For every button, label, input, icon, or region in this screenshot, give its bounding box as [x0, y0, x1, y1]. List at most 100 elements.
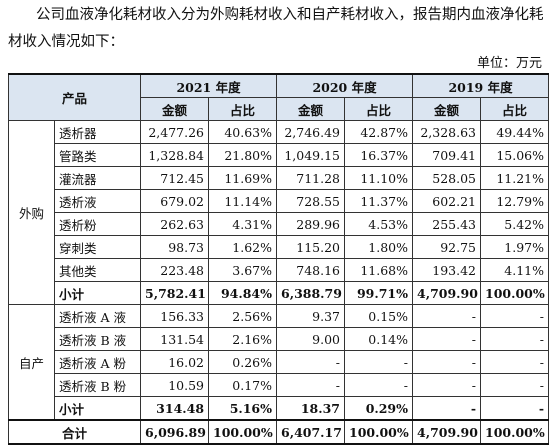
ratio-cell: 11.14% — [208, 189, 278, 213]
ratio-cell: 21.80% — [208, 143, 278, 167]
amount-header: 金额 — [140, 97, 210, 121]
table-row: 透析粉 262.63 4.31% 289.96 4.53% 255.43 5.42% — [9, 212, 550, 236]
amount-cell: 10.59 — [140, 373, 210, 397]
amount-cell: 289.96 — [276, 212, 346, 236]
ratio-cell: 1.80% — [344, 235, 414, 259]
ratio-cell: 2.56% — [208, 304, 278, 328]
subtotal-ratio: 100.00% — [480, 281, 550, 305]
ratio-cell: 11.10% — [344, 166, 414, 190]
ratio-cell: 1.97% — [480, 235, 550, 259]
ratio-cell: 11.69% — [208, 166, 278, 190]
total-amount: 6,407.17 — [276, 419, 346, 445]
product-item: 透析液 A 粉 — [53, 350, 142, 374]
ratio-cell: - — [480, 304, 550, 328]
amount-cell: 16.02 — [140, 350, 210, 374]
amount-cell: 92.75 — [412, 235, 482, 259]
amount-cell: 679.02 — [140, 189, 210, 213]
ratio-cell: 0.14% — [344, 327, 414, 351]
subtotal-ratio: 0.29% — [344, 396, 414, 421]
subtotal-ratio: 99.71% — [344, 281, 414, 305]
amount-cell: - — [412, 373, 482, 397]
subtotal-label: 小计 — [53, 396, 142, 421]
product-item: 透析液 — [53, 189, 142, 213]
amount-cell: 2,477.26 — [140, 120, 210, 144]
amount-cell: - — [412, 304, 482, 328]
ratio-cell: - — [344, 350, 414, 374]
amount-cell: 711.28 — [276, 166, 346, 190]
subtotal-amount: - — [412, 396, 482, 421]
table-row: 透析液 B 粉 10.59 0.17% - - - - — [9, 373, 550, 397]
ratio-cell: 0.17% — [208, 373, 278, 397]
ratio-cell: 12.79% — [480, 189, 550, 213]
amount-cell: 709.41 — [412, 143, 482, 167]
ratio-cell: 4.11% — [480, 258, 550, 282]
amount-cell: 712.45 — [140, 166, 210, 190]
unit-label: 单位：万元 — [476, 56, 542, 71]
amount-cell: 131.54 — [140, 327, 210, 351]
product-item: 穿刺类 — [53, 235, 142, 259]
table-row: 穿刺类 98.73 1.62% 115.20 1.80% 92.75 1.97% — [9, 235, 550, 259]
ratio-cell: 40.63% — [208, 120, 278, 144]
product-item: 灌流器 — [53, 166, 142, 190]
amount-cell: 2,746.49 — [276, 120, 346, 144]
ratio-header: 占比 — [480, 97, 550, 121]
ratio-cell: 42.87% — [344, 120, 414, 144]
amount-cell: 193.42 — [412, 258, 482, 282]
ratio-cell: - — [344, 373, 414, 397]
amount-cell: - — [276, 350, 346, 374]
product-header: 产品 — [7, 73, 142, 121]
amount-cell: 1,328.84 — [140, 143, 210, 167]
ratio-cell: 16.37% — [344, 143, 414, 167]
subtotal-amount: 18.37 — [276, 396, 346, 421]
amount-cell: 115.20 — [276, 235, 346, 259]
amount-cell: 1,049.15 — [276, 143, 346, 167]
total-ratio: 100.00% — [344, 419, 414, 445]
subtotal-amount: 4,709.90 — [412, 281, 482, 305]
ratio-cell: 2.16% — [208, 327, 278, 351]
amount-cell: 262.63 — [140, 212, 210, 236]
ratio-header: 占比 — [344, 97, 414, 121]
subtotal-row: 小计 5,782.41 94.84% 6,388.79 99.71% 4,709.90 10… — [9, 281, 550, 305]
amount-cell: 9.37 — [276, 304, 346, 328]
amount-cell: - — [412, 327, 482, 351]
amount-header: 金额 — [276, 97, 346, 121]
product-item: 其他类 — [53, 258, 142, 282]
product-item: 透析液 B 粉 — [53, 373, 142, 397]
ratio-cell: 4.53% — [344, 212, 414, 236]
table-row: 其他类 223.48 3.67% 748.16 11.68% 193.42 4.11% — [9, 258, 550, 282]
group-label: 自产 — [8, 304, 55, 421]
amount-cell: 255.43 — [412, 212, 482, 236]
amount-cell: 2,328.63 — [412, 120, 482, 144]
ratio-cell: 15.06% — [480, 143, 550, 167]
ratio-cell: 4.31% — [208, 212, 278, 236]
subtotal-row: 小计 314.48 5.16% 18.37 0.29% - - — [9, 396, 550, 421]
amount-cell: 528.05 — [412, 166, 482, 190]
product-item: 透析液 A 液 — [53, 304, 142, 328]
ratio-cell: 1.62% — [208, 235, 278, 259]
ratio-cell: - — [480, 373, 550, 397]
amount-cell: 602.21 — [412, 189, 482, 213]
ratio-cell: 11.21% — [480, 166, 550, 190]
ratio-header: 占比 — [208, 97, 278, 121]
product-item: 管路类 — [53, 143, 142, 167]
amount-cell: 748.16 — [276, 258, 346, 282]
subtotal-amount: 314.48 — [140, 396, 210, 421]
ratio-cell: 3.67% — [208, 258, 278, 282]
table-row: 管路类 1,328.84 21.80% 1,049.15 16.37% 709.41 15.… — [9, 143, 550, 167]
ratio-cell: 11.37% — [344, 189, 414, 213]
total-row: 合计 6,096.89 100.00% 6,407.17 100.00% 4,709.90… — [7, 419, 550, 445]
amount-cell: 9.00 — [276, 327, 346, 351]
amount-cell: 156.33 — [140, 304, 210, 328]
subtotal-label: 小计 — [53, 281, 142, 305]
subtotal-amount: 5,782.41 — [140, 281, 210, 305]
year-header: 2020 年度 — [276, 73, 414, 98]
ratio-cell: 49.44% — [480, 120, 550, 144]
group-label: 外购 — [8, 120, 55, 305]
product-item: 透析粉 — [53, 212, 142, 236]
ratio-cell: 0.26% — [208, 350, 278, 374]
product-item: 透析液 B 液 — [53, 327, 142, 351]
header-row-years: 产品 2021 年度 2020 年度 2019 年度 — [7, 73, 550, 121]
table-row: 外购 透析器 2,477.26 40.63% 2,746.49 42.87% 2,328.6… — [8, 120, 550, 305]
product-item: 透析器 — [53, 120, 142, 144]
ratio-cell: 5.42% — [480, 212, 550, 236]
